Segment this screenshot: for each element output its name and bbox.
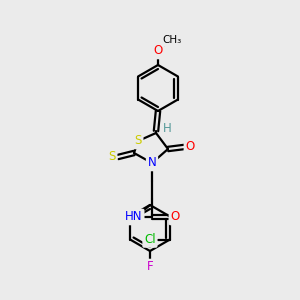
- Text: O: O: [153, 44, 163, 58]
- Text: S: S: [108, 151, 116, 164]
- Text: O: O: [185, 140, 195, 154]
- Text: N: N: [148, 157, 156, 169]
- Text: CH₃: CH₃: [162, 35, 182, 45]
- Text: HN: HN: [125, 211, 143, 224]
- Text: H: H: [163, 122, 171, 136]
- Text: S: S: [134, 134, 142, 148]
- Text: O: O: [170, 211, 180, 224]
- Text: F: F: [147, 260, 153, 274]
- Text: Cl: Cl: [144, 233, 156, 246]
